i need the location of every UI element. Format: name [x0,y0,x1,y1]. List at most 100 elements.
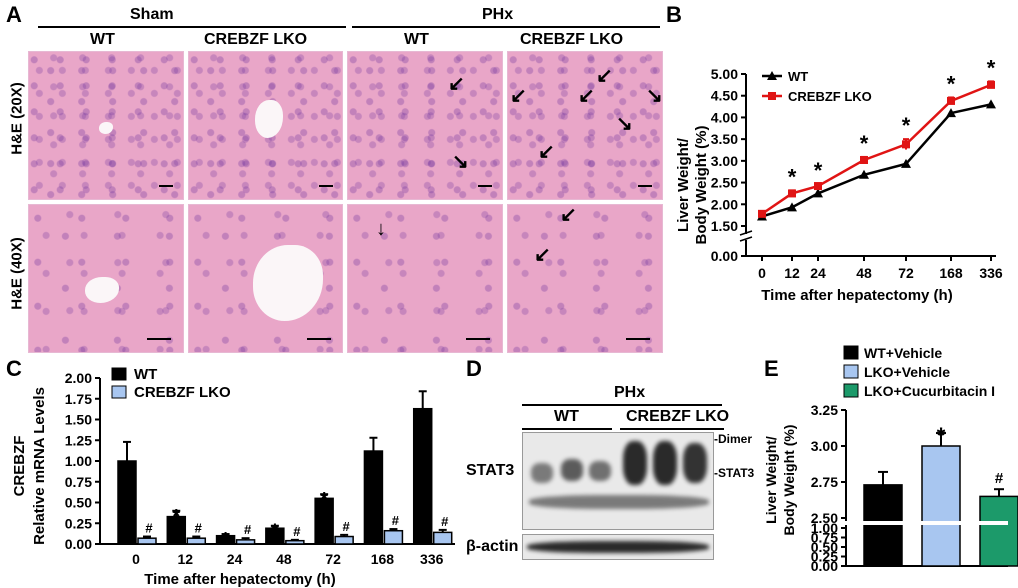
chart-c-legend-label: CREBZF LKO [134,384,231,401]
sham-label: Sham [130,6,174,23]
chart-b-legend-marker [767,71,777,80]
chart-b-point-wt [859,169,869,179]
chart-b-ytick-label: 4.50 [711,88,738,104]
vessel-shape [99,122,113,134]
chart-e-bar [979,495,1018,567]
chart-b-xtick-label: 48 [856,265,872,281]
chart-e-legend-label: LKO+Cucurbitacin I [864,383,995,399]
chart-e-legend-swatch [843,383,859,398]
panel-letter-a: A [6,2,22,27]
chart-e-significance-mark: # [995,470,1004,487]
chart-b-point-lko [902,140,910,149]
panel-letter-b: B [666,2,682,27]
blot-band [623,441,647,485]
scale-bar [478,185,492,187]
chart-c-significance-mark: # [195,521,203,536]
micrograph-sham-wt-20x [28,51,184,200]
blot-band [527,541,709,553]
blot-wt-line [522,428,612,430]
panel-letter-c: C [6,356,22,381]
blot-lko-line [620,428,724,430]
chart-c-significance-mark: * [320,489,328,511]
chart-c-significance-mark: # [293,524,301,539]
chart-e-bar [921,445,961,567]
blot-wt-label: WT [554,408,579,425]
chart-b-significance-star: * [788,164,797,189]
blot-band [531,463,553,483]
arrow-marker: ↘ [646,85,663,107]
micrograph-sham-wt-40x [28,204,184,353]
chart-c: CREBZF Relative mRNA Levels Time after h… [11,366,455,588]
chart-b-point-lko [758,209,766,218]
chart-b-legend-label: WT [788,69,808,84]
chart-b-significance-star: * [860,131,869,156]
chart-c-ylabel-2: Relative mRNA Levels [31,387,48,545]
chart-e-ytick-label: 0.25 [811,549,838,565]
arrow-marker: ↙ [578,85,595,107]
chart-b-ytick-label: 1.50 [711,218,738,234]
chart-c-significance-mark: # [441,514,449,529]
chart-c-legend-swatch [111,385,127,399]
chart-c-significance-mark: * [172,506,180,528]
chart-c-ytick-label: 0.00 [65,536,92,552]
chart-c-legend-swatch [111,367,127,381]
blot-actin-membrane [522,534,714,560]
chart-c-significance-mark: # [343,519,351,534]
chart-c-ytick-label: 1.00 [65,453,92,469]
chart-c-xtick-label: 0 [132,551,140,567]
arrow-marker: ↙ [510,85,527,107]
chart-b-ytick-label: 4.00 [711,109,738,125]
row-label-20x: H&E (20X) [8,82,26,155]
panel-letter-d: D [466,356,482,381]
chart-b-ytick-label: 2.50 [711,175,738,191]
chart-b-series-line [761,103,992,218]
chart-b-significance-star: * [947,71,956,96]
chart-b-ytick-label: 2.00 [711,196,738,212]
arrow-marker: ↙ [538,141,555,163]
chart-b-significance-star: * [902,113,911,138]
chart-b-xtick-label: 168 [939,265,963,281]
chart-b-xtick-label: 24 [810,265,826,281]
chart-e-bar [863,484,903,567]
scale-bar [319,185,333,187]
chart-c-bar [117,460,137,545]
chart-b-significance-star: * [987,55,996,80]
chart-c-bar [432,531,453,545]
blot-lko-label: CREBZF LKO [626,408,730,425]
scale-bar [638,185,652,187]
arrow-marker: ↙ [448,73,465,95]
scale-bar [159,185,173,187]
chart-c-significance-mark: # [244,522,252,537]
micrograph-phx-lko-20x: ↙ ↙ ↙ ↘ ↘ ↙ [507,51,663,200]
col-wt-sham: WT [90,31,115,48]
chart-b-xtick-label: 72 [898,265,914,281]
chart-c-bar [186,537,207,545]
chart-b-xlabel: Time after hepatectomy (h) [761,287,952,304]
chart-b-ytick-label: 3.00 [711,153,738,169]
chart-b-ylabel-1: Liver Weight/ [675,137,692,232]
blot-stat3-membrane [522,432,714,530]
chart-e: Liver Weight/ Body Weight (%) 0.000.250.… [763,345,1018,574]
chart-c-xlabel: Time after hepatectomy (h) [144,571,335,588]
chart-e-ytick-label: 2.50 [811,510,838,526]
chart-b-ytick-label: 0.00 [711,248,738,264]
scale-bar [147,338,171,340]
chart-c-bar [215,534,236,545]
chart-e-axis-break [840,521,1008,525]
chart-c-bar [285,539,305,545]
chart-c-bar [383,529,404,545]
chart-b-series-line [761,83,992,215]
micrograph-sham-lko-20x [188,51,343,200]
arrow-marker: ↙ [560,204,577,226]
blot-phx-line [522,404,722,406]
chart-c-xtick-label: 336 [420,551,444,567]
blot-band [561,459,583,481]
chart-b-point-wt [901,158,911,168]
panel-letter-e: E [764,356,779,381]
vessel-shape [255,100,283,138]
chart-c-bar [412,407,433,545]
blot-stat3-label: STAT3 [466,462,515,479]
chart-c-ytick-label: 0.50 [65,495,92,511]
chart-c-xtick-label: 24 [227,551,243,567]
scale-bar [307,338,331,340]
